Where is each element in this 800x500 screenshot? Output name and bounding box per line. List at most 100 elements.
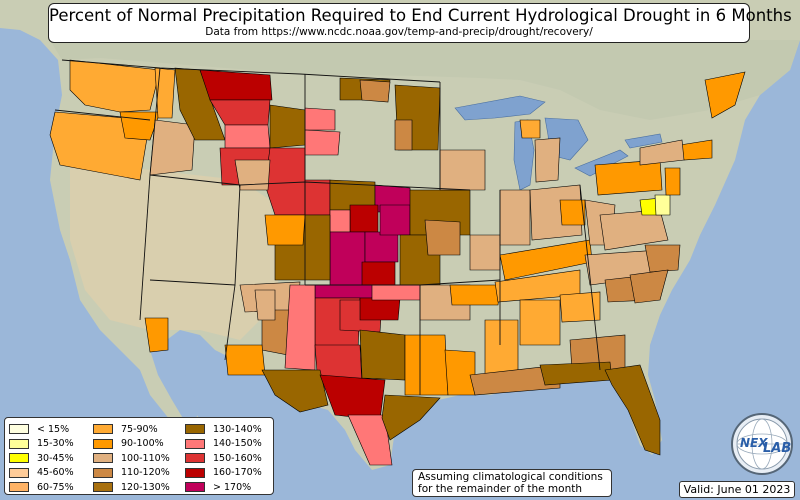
region-florida-panhandle: [539, 361, 613, 386]
region-ne-south: [349, 204, 379, 233]
region-texas-trans-pecos: [261, 369, 329, 413]
legend-swatch: [185, 424, 205, 435]
legend-item: 90-100%: [93, 437, 170, 452]
nexlab-globe-icon: NEX LAB: [731, 413, 793, 475]
legend-swatch: [93, 438, 113, 449]
region-michigan-up: [519, 119, 541, 139]
region-nm-east: [284, 284, 316, 371]
region-wyoming-south: [234, 159, 271, 191]
legend-item: 110-120%: [93, 466, 170, 481]
region-florida-peninsula: [604, 364, 661, 456]
region-montana-south: [224, 124, 271, 149]
region-kansas-west: [329, 231, 366, 286]
region-arizona-east: [224, 344, 266, 376]
legend-item: 120-130%: [93, 480, 170, 495]
region-delaware: [654, 194, 671, 216]
region-virginia: [599, 209, 669, 251]
region-montana-east: [269, 104, 306, 149]
legend-swatch: [185, 438, 205, 449]
map-title-box: Percent of Normal Precipitation Required…: [48, 3, 792, 43]
legend-item: 160-170%: [185, 466, 262, 481]
region-michigan: [534, 137, 561, 183]
assumption-note-line1: Assuming climatological conditions: [418, 471, 603, 483]
legend-item: 30-45%: [9, 451, 74, 466]
legend-label: 75-90%: [121, 423, 158, 435]
region-pennsylvania: [594, 159, 663, 196]
region-texas-north: [359, 329, 406, 381]
legend-item: 140-150%: [185, 437, 262, 452]
legend-label: 30-45%: [37, 452, 74, 464]
region-ohio: [529, 184, 583, 241]
legend-label: 150-160%: [213, 452, 262, 464]
region-oklahoma-panhandle: [314, 284, 376, 299]
legend-label: 90-100%: [121, 438, 164, 450]
map-legend: < 15% 15-30% 30-45% 45-60% 60-75% 75-90%…: [4, 417, 274, 495]
valid-date: Valid: June 01 2023: [679, 481, 795, 498]
legend-swatch: [93, 467, 113, 478]
region-utah-southeast: [254, 289, 276, 321]
map-title: Percent of Normal Precipitation Required…: [49, 6, 792, 25]
legend-label: 110-120%: [121, 467, 170, 479]
region-texas-coast: [381, 394, 441, 441]
region-gulf-coast: [469, 364, 561, 396]
region-kansas-east: [364, 231, 399, 263]
legend-item: 130-140%: [185, 422, 262, 437]
legend-swatch: [9, 438, 29, 449]
legend-item: 60-75%: [9, 480, 74, 495]
region-oklahoma-northeast: [371, 284, 421, 301]
region-minnesota-sw: [394, 119, 413, 151]
legend-item: 150-160%: [185, 451, 262, 466]
western-us-terrain: [70, 160, 280, 340]
region-ne-oregon: [119, 111, 161, 141]
region-texas-central: [319, 374, 386, 421]
canada-terrain: [50, 40, 800, 120]
region-nj: [664, 167, 681, 196]
legend-swatch: [9, 482, 29, 493]
legend-swatch: [185, 453, 205, 464]
region-iowa-west: [379, 204, 411, 236]
state-borders: [54, 59, 601, 395]
legend-label: 120-130%: [121, 481, 170, 493]
region-kansas-se: [361, 261, 396, 286]
legend-item: 15-30%: [9, 437, 74, 452]
legend-swatch: [9, 453, 29, 464]
region-nc-coast: [644, 244, 681, 273]
legend-swatch: [185, 467, 205, 478]
gulf-of-california: [150, 345, 200, 430]
legend-label: 100-110%: [121, 452, 170, 464]
region-mississippi: [484, 319, 519, 376]
lake-erie: [574, 149, 629, 177]
legend-item: < 15%: [9, 422, 74, 437]
legend-swatch: [185, 482, 205, 493]
region-colorado-north: [264, 214, 306, 246]
legend-swatch: [93, 453, 113, 464]
logo-text-left: NEX: [740, 436, 768, 450]
region-arkansas-east: [449, 284, 501, 306]
region-texas-east: [404, 334, 449, 396]
legend-column-3: 130-140% 140-150% 150-160% 160-170% > 17…: [185, 422, 262, 495]
assumption-note-line2: for the remainder of the month: [418, 483, 583, 495]
region-wisconsin: [439, 149, 486, 191]
lake-superior: [454, 95, 546, 121]
region-louisiana-west: [444, 349, 476, 396]
map-subtitle: Data from https://www.ncdc.noaa.gov/temp…: [205, 26, 593, 38]
region-illinois-south: [469, 234, 501, 271]
legend-item: > 170%: [185, 480, 262, 495]
legend-label: 140-150%: [213, 438, 262, 450]
region-ohio-central: [559, 199, 586, 226]
legend-item: 75-90%: [93, 422, 170, 437]
legend-label: 160-170%: [213, 467, 262, 479]
legend-swatch: [9, 467, 29, 478]
legend-swatch: [9, 424, 29, 435]
region-missouri-east: [424, 219, 461, 256]
region-sd-west: [304, 107, 336, 131]
legend-label: 45-60%: [37, 467, 74, 479]
legend-item: 100-110%: [93, 451, 170, 466]
region-indiana: [499, 189, 531, 246]
region-texas-south: [347, 414, 393, 466]
legend-label: < 15%: [37, 423, 70, 435]
region-nd-southeast: [359, 79, 391, 103]
region-sc-coast: [629, 269, 669, 304]
legend-column-1: < 15% 15-30% 30-45% 45-60% 60-75%: [9, 422, 74, 495]
